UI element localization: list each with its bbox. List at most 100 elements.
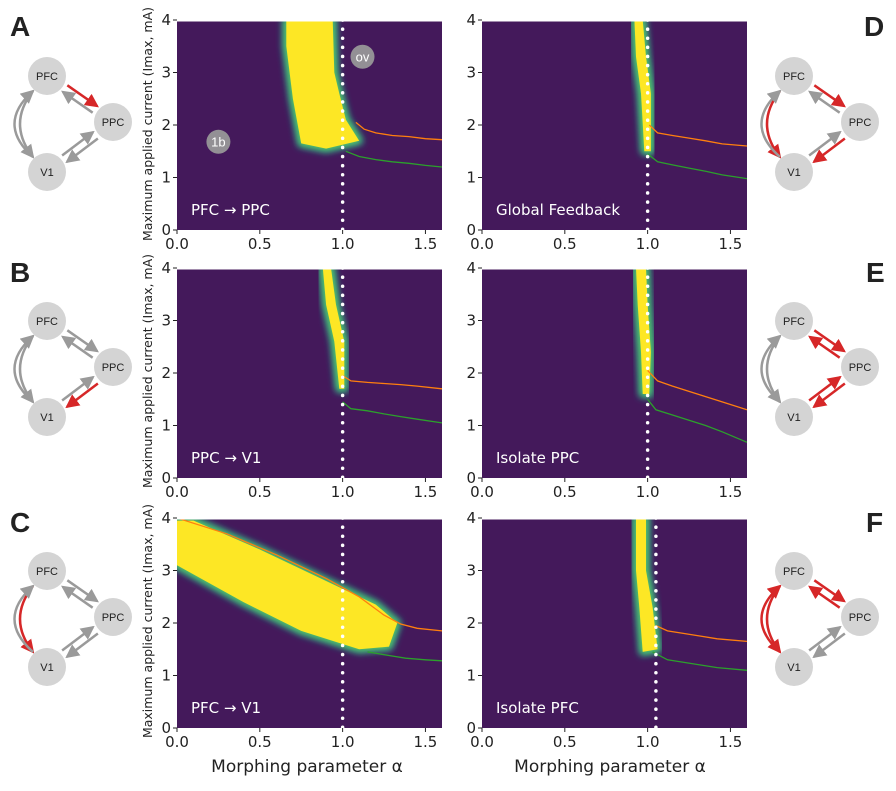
svg-text:ov: ov [356,49,370,64]
arrow-pfc-to-ppc [66,84,99,108]
x-tick-label: 0.0 [165,235,189,253]
panel-letter-a: A [10,11,30,42]
arrow-ppc-to-pfc [808,585,841,609]
y-tick-label: 0 [161,221,171,239]
arrow-v1-to-pfc [13,584,35,653]
panel-label: PFC → V1 [191,699,261,717]
y-tick-label: 2 [466,364,476,382]
svg-text:PFC: PFC [783,71,805,83]
x-tick-label: 1.5 [414,733,438,751]
svg-text:V1: V1 [787,662,800,674]
arrow-ppc-to-v1 [812,632,846,659]
panel-d: Global Feedback 0 1 2 3 4 0.0 0.5 1.0 1.5 [466,11,747,253]
x-tick-label: 0.5 [553,235,577,253]
contour-line-orange [342,375,442,390]
contour-line-orange [655,625,747,643]
y-tick-label: 1 [161,417,171,435]
arrow-v1-to-pfc [760,89,782,158]
node-pfc: PFC [28,57,66,95]
arrow-ppc-to-v1 [812,382,846,409]
y-tick-label: 0 [161,469,171,487]
y-tick-label: 1 [161,169,171,187]
contour-line-orange [647,369,747,411]
y-axis-label-row3: Maximum applied current (Imax, mA) [140,504,155,738]
heatmap-blob-core [636,268,651,394]
contour-line-orange [648,124,747,147]
contour-line-green [342,401,442,424]
diagram-a: PFC PPC V1 [13,57,132,191]
heatmap-blob-core [286,20,360,149]
x-tick-label: 0.5 [248,483,272,501]
contour-line-green [345,150,442,168]
svg-text:1b: 1b [211,134,225,149]
x-tick-label: 1.5 [719,235,743,253]
arrow-v1-to-ppc [61,130,95,157]
x-axis-label-right: Morphing parameter α [514,757,706,777]
arrow-v1-to-ppc [808,375,842,402]
node-ppc: PPC [94,348,132,386]
y-tick-label: 4 [161,509,171,527]
x-tick-label: 0.5 [553,733,577,751]
arrow-ppc-to-v1 [65,137,99,164]
diagram-d: PFC PPC V1 [760,57,879,191]
diagram-b: PFC PPC V1 [13,302,132,436]
panel-label: PPC → V1 [191,449,261,467]
svg-text:V1: V1 [40,662,53,674]
contour-line-green [652,651,747,671]
panel-e: Isolate PPC 0 1 2 3 4 0.0 0.5 1.0 1.5 [466,259,747,501]
svg-text:PFC: PFC [783,316,805,328]
x-tick-label: 1.0 [636,733,660,751]
arrow-ppc-to-pfc [808,335,841,359]
x-tick-label: 1.0 [331,235,355,253]
heatmap-blob-core [636,518,658,652]
arrow-pfc-to-v1 [765,90,782,159]
node-ppc: PPC [841,348,879,386]
arrow-v1-to-ppc [61,625,95,652]
panel-letter-d: D [864,11,884,42]
arrow-ppc-to-pfc [61,90,94,114]
arrow-v1-to-pfc [760,334,782,403]
plot-background [177,268,442,478]
x-tick-label: 0.0 [470,235,494,253]
y-tick-label: 3 [466,562,476,580]
arrow-pfc-to-v1 [18,335,35,404]
arrow-ppc-to-pfc [61,585,94,609]
node-v1: V1 [775,398,813,436]
y-tick-label: 3 [161,312,171,330]
x-tick-label: 1.5 [719,733,743,751]
marker-1b: 1b [206,129,231,154]
y-tick-label: 1 [466,417,476,435]
node-pfc: PFC [28,552,66,590]
node-v1: V1 [28,398,66,436]
plot-background [482,20,747,230]
contour-line-orange [177,518,442,632]
arrow-pfc-to-ppc [813,329,846,353]
arrow-ppc-to-v1 [812,137,846,164]
y-tick-label: 2 [161,614,171,632]
y-tick-label: 3 [161,562,171,580]
node-ppc: PPC [841,103,879,141]
y-tick-label: 3 [466,312,476,330]
x-tick-label: 0.0 [165,733,189,751]
y-tick-label: 1 [466,169,476,187]
x-tick-label: 0.0 [165,483,189,501]
panel-letter-b: B [10,257,30,288]
x-tick-label: 1.0 [636,235,660,253]
panel-label: Isolate PFC [496,699,579,717]
y-tick-label: 1 [466,667,476,685]
node-pfc: PFC [28,302,66,340]
y-tick-label: 4 [161,259,171,277]
contour-line-green [647,153,747,180]
contour-line-orange [355,121,442,141]
arrow-ppc-to-v1 [65,382,99,409]
arrow-ppc-to-pfc [808,90,841,114]
x-tick-label: 1.5 [719,483,743,501]
panel-c: PFC → V1 0 1 2 3 4 0.0 0.5 1.0 1.5 [161,509,442,751]
arrow-v1-to-pfc [13,89,35,158]
arrow-v1-to-ppc [808,130,842,157]
svg-text:PFC: PFC [36,566,58,578]
panel-label: Global Feedback [496,201,620,219]
y-tick-label: 2 [466,116,476,134]
node-v1: V1 [775,153,813,191]
arrow-pfc-to-v1 [18,585,35,654]
